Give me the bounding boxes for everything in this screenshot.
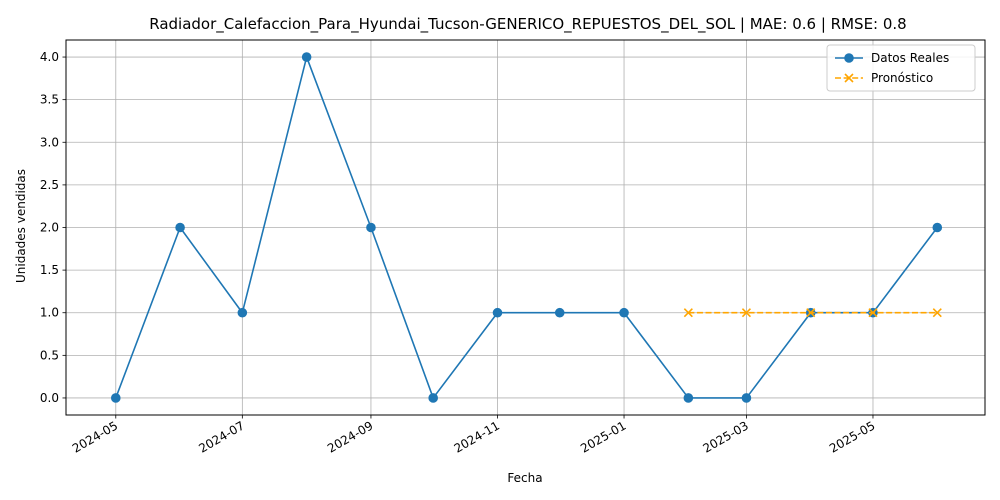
data-point: [868, 308, 878, 318]
data-point: [110, 393, 121, 403]
y-tick-label: 2.5: [40, 178, 59, 192]
data-point: [428, 393, 438, 403]
y-tick-label: 1.0: [40, 306, 59, 320]
x-marker-stroke: [932, 308, 942, 318]
legend-box: [826, 44, 976, 92]
data-point: [237, 307, 248, 318]
y-tick-label: 0.5: [40, 348, 59, 362]
legend-marker: [844, 73, 854, 83]
x-marker-stroke: [741, 308, 751, 318]
data-point: [175, 222, 185, 233]
data-point: [366, 222, 376, 233]
legend-item: Datos Reales: [835, 51, 949, 65]
data-point: [683, 308, 693, 318]
series-line: [115, 56, 938, 399]
legend-label: Datos Reales: [871, 51, 949, 65]
data-point: [741, 308, 751, 318]
data-point: [683, 393, 694, 403]
data-point: [492, 307, 503, 318]
legend-label: Pronóstico: [871, 71, 933, 85]
data-point: [932, 308, 942, 318]
legend: Datos Reales Pronóstico: [826, 44, 976, 92]
x-axis-label: Fecha: [507, 471, 542, 485]
y-axis: 0.0 0.5 1.0 1.5 2.0 2.5 3.0 3.5 4.0: [40, 50, 66, 405]
y-tick-label: 3.5: [40, 93, 59, 107]
x-marker-stroke: [844, 73, 854, 83]
y-axis-label: Unidades vendidas: [14, 169, 28, 283]
y-tick-label: 3.0: [40, 135, 59, 149]
series-1: [683, 308, 942, 318]
data-point: [554, 307, 565, 318]
data-point: [741, 393, 752, 403]
legend-marker: [844, 53, 854, 63]
y-tick-label: 0.0: [40, 391, 59, 405]
legend-item: Pronóstico: [835, 71, 933, 85]
data-point: [932, 222, 943, 233]
data-point: [301, 52, 312, 62]
series-layer: [110, 52, 943, 403]
y-tick-label: 4.0: [40, 50, 59, 64]
data-point: [806, 308, 816, 318]
y-tick-label: 2.0: [40, 221, 59, 235]
x-marker-stroke: [806, 308, 816, 318]
x-marker-stroke: [683, 308, 693, 318]
x-marker-stroke: [868, 308, 878, 318]
y-tick-label: 1.5: [40, 263, 59, 277]
data-point: [619, 307, 629, 318]
chart-title: Radiador_Calefaccion_Para_Hyundai_Tucson…: [149, 15, 906, 34]
